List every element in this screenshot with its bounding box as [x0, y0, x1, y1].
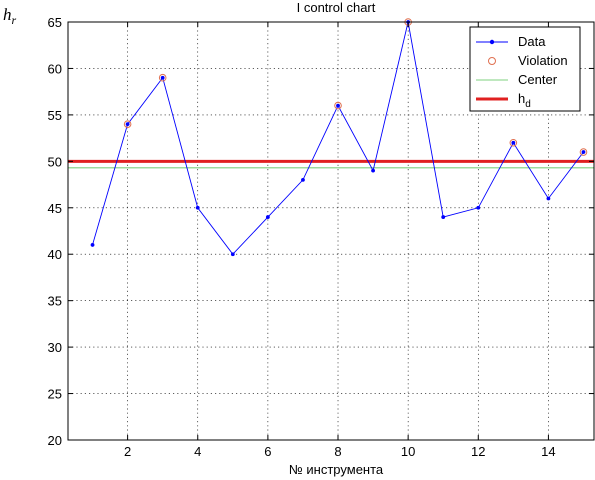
legend-violation-label: Violation: [518, 53, 568, 68]
legend-hd-sub: d: [525, 99, 531, 110]
x-tick-label: 2: [124, 444, 131, 459]
data-point: [476, 205, 481, 210]
legend-center-label: Center: [518, 72, 558, 87]
data-point: [511, 140, 516, 145]
legend-entry-data: Data: [476, 34, 546, 49]
y-axis-label-main: h: [3, 5, 12, 24]
data-point: [581, 150, 586, 154]
x-tick-label: 12: [471, 444, 485, 459]
legend: Data Violation Center hd: [469, 26, 581, 112]
legend-data-marker: [489, 39, 495, 45]
violation-point: [158, 73, 167, 82]
y-tick-label: 30: [48, 340, 62, 355]
x-tick-label: 14: [541, 444, 555, 459]
legend-box: [469, 26, 581, 112]
y-axis-label-sub: r: [12, 13, 17, 27]
y-tick-label: 65: [48, 15, 62, 30]
violation-point: [334, 101, 342, 110]
reference-lines: [68, 159, 594, 169]
data-point: [125, 122, 130, 127]
violation-point: [123, 120, 132, 128]
data-point: [230, 252, 235, 257]
x-tick-label: 4: [194, 444, 201, 459]
x-tick-label: 8: [334, 444, 341, 459]
legend-entry-hd: hd: [476, 91, 531, 110]
y-tick-label: 55: [48, 108, 62, 123]
violation-point: [579, 148, 588, 156]
y-tick-label: 45: [48, 201, 62, 216]
x-axis-label: № инструмента: [289, 462, 384, 477]
plot-frame: [67, 21, 595, 441]
data-point: [90, 243, 95, 247]
legend-hd-label: hd: [518, 91, 531, 110]
chart-title: I control chart: [297, 0, 376, 15]
x-tick-label: 10: [401, 444, 415, 459]
data-point: [336, 103, 340, 108]
y-tick-label: 25: [48, 387, 62, 402]
y-axis-label: hr: [3, 5, 17, 27]
y-tick-label: 60: [48, 61, 62, 76]
legend-violation-marker: [488, 57, 496, 65]
y-tick-label: 50: [48, 154, 62, 169]
x-tick-label: 6: [264, 444, 271, 459]
data-point: [546, 196, 551, 201]
data-point: [160, 75, 165, 80]
data-point: [265, 215, 270, 219]
violation-point: [509, 138, 518, 147]
data-point: [441, 215, 446, 219]
legend-hd-main: h: [518, 91, 525, 106]
data-point: [371, 168, 375, 173]
axes: [67, 21, 595, 441]
y-tick-label: 35: [48, 294, 62, 309]
y-tick-label: 40: [48, 247, 62, 262]
data-point: [195, 205, 200, 210]
y-tick-label: 20: [48, 433, 62, 448]
tick-labels: 2 4 6 8 10 12 14 20 25 30 35 40 45 50 55 60 65: [48, 15, 556, 459]
legend-data-label: Data: [518, 34, 546, 49]
data-series: [90, 18, 588, 257]
legend-entry-center: Center: [476, 72, 558, 87]
data-point: [301, 178, 305, 182]
legend-entry-violation: Violation: [488, 53, 568, 68]
